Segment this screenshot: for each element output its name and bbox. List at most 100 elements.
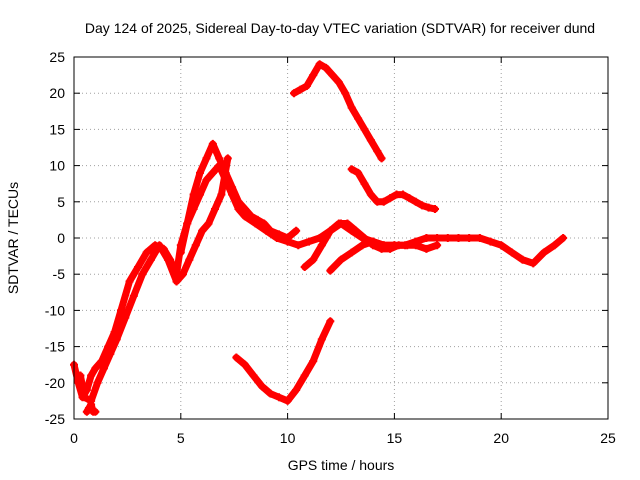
data-point-marker	[210, 205, 219, 214]
data-point-marker	[138, 270, 147, 279]
data-point-marker	[183, 219, 192, 228]
data-point-marker	[433, 234, 442, 242]
data-point-marker	[155, 241, 164, 250]
y-tick-label: 0	[57, 230, 65, 246]
data-point-marker	[360, 234, 369, 242]
data-point-marker	[334, 78, 343, 87]
data-point-marker	[465, 234, 474, 242]
data-point-marker	[99, 364, 108, 373]
data-point-marker	[223, 154, 232, 163]
data-point-marker	[249, 371, 258, 380]
data-point-marker	[418, 201, 427, 210]
y-tick-label: -15	[45, 339, 65, 355]
data-point-marker	[134, 262, 143, 271]
data-point-marker	[76, 371, 85, 380]
data-point-marker	[87, 371, 96, 380]
data-point-marker	[215, 154, 224, 163]
data-point-marker	[351, 226, 360, 235]
y-tick-labels: 25 20 15 10 5 0 -5 -10 -15 -20 -25	[45, 49, 65, 427]
data-point-marker	[347, 248, 356, 257]
data-point-marker	[296, 85, 305, 94]
data-point-marker	[398, 190, 407, 199]
data-point-marker	[129, 291, 138, 300]
chart-title: Day 124 of 2025, Sidereal Day-to-day VTE…	[85, 20, 595, 36]
data-point-marker	[337, 255, 345, 264]
data-point-marker	[234, 197, 243, 206]
data-point-marker	[366, 190, 375, 199]
data-point-marker	[266, 389, 275, 398]
data-point-marker	[91, 407, 100, 416]
data-point-marker	[454, 234, 463, 242]
data-point-marker	[518, 255, 527, 264]
data-point-marker	[422, 244, 431, 253]
x-tick-labels: 0 5 10 15 20 25	[70, 430, 616, 446]
data-point-marker	[360, 125, 369, 134]
data-point-marker	[309, 357, 318, 366]
data-point-marker	[163, 255, 172, 264]
data-point-marker	[326, 266, 335, 275]
data-point-marker	[379, 241, 388, 250]
x-tick-label: 0	[70, 430, 78, 446]
series-upper-arc	[290, 60, 386, 163]
data-point-marker	[93, 378, 102, 387]
data-point-marker	[433, 241, 442, 250]
data-point-marker	[309, 71, 318, 80]
data-point-marker	[247, 212, 256, 221]
data-point-marker	[369, 237, 378, 246]
y-tick-label: 5	[57, 194, 65, 210]
data-point-marker	[202, 176, 211, 185]
y-axis-label: SDTVAR / TECUs	[5, 182, 21, 294]
data-point-marker	[292, 226, 301, 235]
data-point-marker	[257, 382, 266, 391]
data-point-marker	[240, 360, 249, 369]
data-point-marker	[189, 190, 198, 199]
data-point-marker	[326, 317, 335, 326]
data-point-marker	[328, 71, 337, 80]
data-point-marker	[142, 248, 151, 257]
series-line	[76, 154, 232, 405]
data-point-marker	[240, 205, 249, 214]
series-bottom-start	[82, 400, 100, 416]
data-point-marker	[322, 63, 331, 72]
series-lower-track	[76, 154, 232, 405]
data-point-marker	[334, 219, 343, 228]
data-point-marker	[422, 234, 431, 242]
series-line	[290, 60, 386, 162]
series-main-track	[70, 161, 568, 402]
y-tick-label: 10	[49, 158, 65, 174]
data-point-marker	[80, 393, 89, 402]
data-point-marker	[390, 241, 399, 250]
data-point-marker	[121, 313, 130, 322]
data-point-marker	[116, 306, 125, 315]
data-point-marker	[411, 197, 420, 206]
series-secondary-track	[326, 237, 399, 275]
data-point-marker	[343, 219, 352, 228]
data-point-marker	[411, 241, 420, 250]
data-point-marker	[430, 205, 439, 214]
data-point-marker	[302, 81, 311, 90]
data-point-marker	[91, 364, 100, 373]
data-series	[70, 60, 568, 416]
data-point-marker	[275, 393, 284, 402]
y-tick-label: -25	[45, 411, 65, 427]
series-bottom-arc	[232, 317, 335, 405]
data-point-marker	[405, 194, 414, 203]
data-point-marker	[347, 103, 356, 112]
data-point-marker	[202, 154, 211, 163]
series-peak-track	[176, 139, 301, 257]
data-point-marker	[185, 255, 194, 264]
data-point-marker	[294, 241, 303, 250]
data-point-marker	[221, 168, 230, 177]
data-point-marker	[176, 248, 185, 257]
x-tick-label: 5	[177, 430, 185, 446]
data-point-marker	[232, 353, 241, 362]
data-point-marker	[475, 234, 484, 242]
series-mid-right-track	[347, 165, 439, 214]
y-tick-label: 25	[49, 49, 65, 65]
data-point-marker	[290, 89, 299, 98]
data-point-marker	[358, 241, 367, 250]
data-point-marker	[424, 203, 433, 212]
series-line	[232, 317, 334, 405]
y-tick-label: -20	[45, 375, 65, 391]
